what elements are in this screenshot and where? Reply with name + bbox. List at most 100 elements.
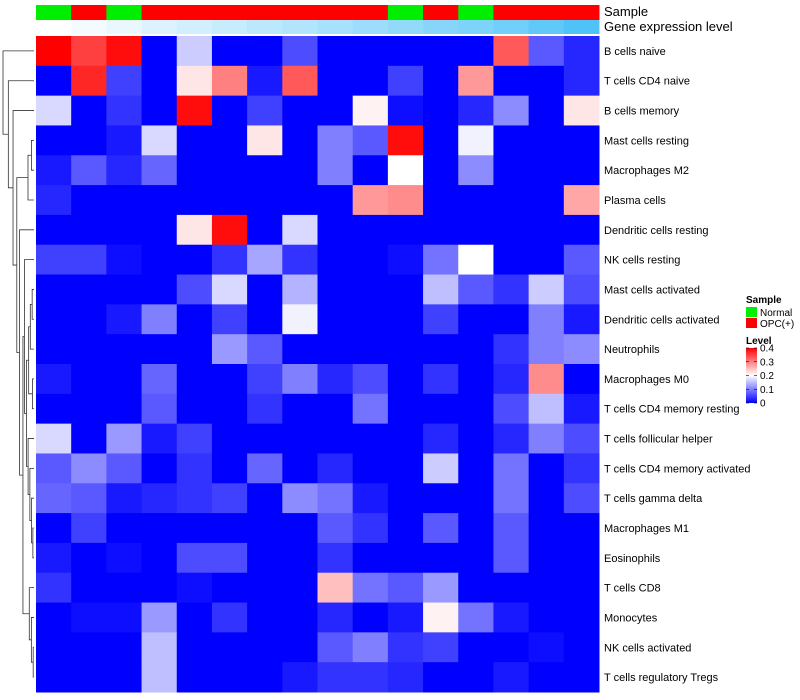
expression-annotation-cell bbox=[387, 20, 424, 34]
heatmap-cell bbox=[211, 274, 248, 305]
row-label: Dendritic cells resting bbox=[604, 225, 709, 237]
heatmap-cell bbox=[317, 65, 354, 97]
expression-annotation-cell bbox=[247, 20, 283, 34]
legend-opc-swatch bbox=[746, 318, 757, 328]
heatmap-cell bbox=[247, 334, 283, 365]
heatmap-cell bbox=[282, 304, 318, 335]
heatmap-cell bbox=[493, 572, 530, 604]
heatmap-cell bbox=[176, 155, 213, 186]
expression-annotation-cell bbox=[528, 20, 565, 34]
heatmap-cell bbox=[282, 513, 318, 544]
legend-level-title: Level bbox=[746, 336, 772, 347]
heatmap-cell bbox=[528, 214, 565, 246]
heatmap-cell bbox=[247, 125, 283, 156]
heatmap-cell bbox=[387, 334, 424, 365]
heatmap-cell bbox=[211, 572, 248, 604]
heatmap-cell bbox=[141, 364, 178, 395]
heatmap-cell bbox=[528, 572, 565, 604]
heatmap-cell bbox=[36, 36, 72, 67]
heatmap-cell bbox=[387, 65, 424, 97]
heatmap-cell bbox=[106, 155, 143, 186]
expression-annotation-cell bbox=[106, 20, 143, 34]
heatmap-cell bbox=[458, 334, 494, 365]
heatmap-cell bbox=[317, 662, 354, 693]
heatmap-cell bbox=[493, 393, 530, 425]
heatmap-cell bbox=[352, 453, 389, 484]
heatmap-cell bbox=[423, 36, 459, 67]
heatmap-cell bbox=[141, 304, 178, 335]
heatmap-cell bbox=[176, 36, 213, 67]
expression-annotation-cell bbox=[176, 20, 213, 34]
heatmap-cell bbox=[317, 453, 354, 484]
heatmap-cell bbox=[528, 125, 565, 156]
heatmap-cell bbox=[211, 65, 248, 97]
heatmap-cell bbox=[493, 632, 530, 663]
sample-annotation-cell bbox=[176, 5, 213, 20]
heatmap-cell bbox=[317, 423, 354, 454]
heatmap-cell bbox=[423, 364, 459, 395]
heatmap-cell bbox=[352, 632, 389, 663]
heatmap-cell bbox=[423, 95, 459, 126]
row-label: B cells naive bbox=[604, 46, 666, 58]
dendrogram-branch bbox=[7, 80, 34, 189]
dendrogram-branch bbox=[2, 50, 34, 135]
heatmap-cell bbox=[423, 423, 459, 454]
heatmap-cell bbox=[71, 662, 107, 693]
dendrogram-branch bbox=[16, 177, 28, 353]
heatmap-cell bbox=[211, 36, 248, 67]
heatmap-cell bbox=[247, 632, 283, 663]
heatmap-cell bbox=[282, 542, 318, 574]
heatmap-cell bbox=[563, 393, 600, 425]
heatmap-cell bbox=[106, 244, 143, 276]
heatmap-cell bbox=[493, 125, 530, 156]
heatmap-cell bbox=[528, 334, 565, 365]
heatmap-cell bbox=[352, 155, 389, 186]
heatmap-cell bbox=[247, 36, 283, 67]
heatmap-cell bbox=[106, 662, 143, 693]
row-dendrogram bbox=[2, 50, 34, 678]
heatmap-cell bbox=[141, 393, 178, 425]
heatmap-cell bbox=[352, 214, 389, 246]
sample-annotation-cell bbox=[528, 5, 565, 20]
legend-tick-label: 0.1 bbox=[760, 385, 774, 396]
heatmap-cell bbox=[141, 125, 178, 156]
heatmap-cell bbox=[423, 393, 459, 425]
heatmap-cell bbox=[352, 125, 389, 156]
heatmap-cell bbox=[176, 483, 213, 514]
heatmap-cell bbox=[106, 453, 143, 484]
heatmap-cell bbox=[176, 304, 213, 335]
heatmap-cell bbox=[493, 542, 530, 574]
heatmap-cell bbox=[458, 423, 494, 454]
heatmap-cell bbox=[141, 423, 178, 454]
heatmap-cell bbox=[282, 36, 318, 67]
heatmap-cell bbox=[352, 513, 389, 544]
heatmap-cell bbox=[282, 244, 318, 276]
heatmap-cell bbox=[458, 185, 494, 216]
heatmap-cell bbox=[36, 483, 72, 514]
heatmap-cell bbox=[563, 274, 600, 305]
heatmap-cell bbox=[36, 214, 72, 246]
heatmap-cell bbox=[423, 602, 459, 633]
heatmap-cell bbox=[247, 364, 283, 395]
heatmap-cell bbox=[458, 662, 494, 693]
heatmap-cell bbox=[387, 364, 424, 395]
heatmap-cell bbox=[563, 304, 600, 335]
heatmap-cell bbox=[387, 185, 424, 216]
heatmap-cell bbox=[458, 125, 494, 156]
heatmap-cell bbox=[282, 185, 318, 216]
heatmap-cell bbox=[317, 364, 354, 395]
sample-annotation-cell bbox=[352, 5, 389, 20]
heatmap-cell bbox=[458, 393, 494, 425]
sample-annotation-cell bbox=[458, 5, 494, 20]
heatmap-cell bbox=[282, 602, 318, 633]
row-label: NK cells activated bbox=[604, 642, 691, 654]
heatmap-cell bbox=[211, 125, 248, 156]
heatmap-cell bbox=[423, 632, 459, 663]
row-label: Macrophages M0 bbox=[604, 374, 689, 386]
heatmap-cell bbox=[317, 393, 354, 425]
heatmap-cell bbox=[36, 542, 72, 574]
heatmap-cell bbox=[352, 393, 389, 425]
heatmap-cell bbox=[423, 125, 459, 156]
heatmap-cell bbox=[106, 185, 143, 216]
sample-annotation-cell bbox=[71, 5, 107, 20]
